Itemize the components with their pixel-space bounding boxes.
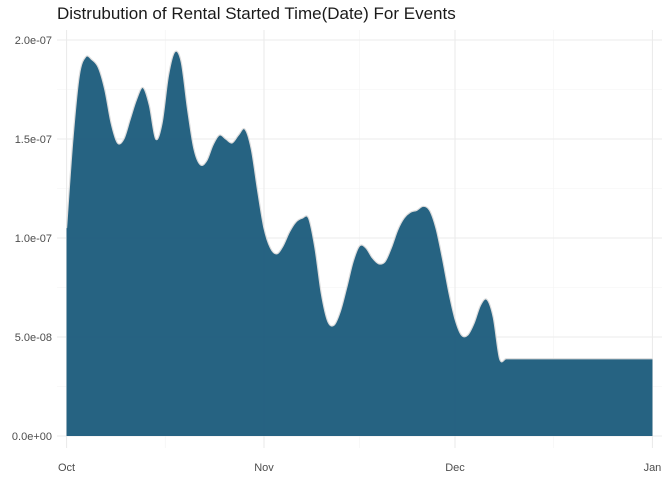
chart-title: Distrubution of Rental Started Time(Date… bbox=[57, 4, 456, 23]
y-tick-label: 2.0e-07 bbox=[15, 35, 52, 47]
x-tick-label: Jan bbox=[644, 462, 662, 474]
x-axis-tick-labels: Oct Nov Dec Jan bbox=[58, 462, 661, 474]
x-tick-label: Oct bbox=[58, 462, 75, 474]
y-axis-tick-labels: 0.0e+00 5.0e-08 1.0e-07 1.5e-07 2.0e-07 bbox=[12, 35, 52, 443]
density-area-fill bbox=[66, 51, 653, 437]
y-tick-label: 1.5e-07 bbox=[15, 134, 52, 146]
y-tick-label: 0.0e+00 bbox=[12, 431, 52, 443]
x-tick-label: Dec bbox=[445, 462, 465, 474]
density-area-layer bbox=[65, 50, 653, 437]
density-curve-line bbox=[65, 50, 653, 363]
y-tick-label: 5.0e-08 bbox=[15, 332, 52, 344]
y-tick-label: 1.0e-07 bbox=[15, 233, 52, 245]
x-tick-label: Nov bbox=[254, 462, 274, 474]
